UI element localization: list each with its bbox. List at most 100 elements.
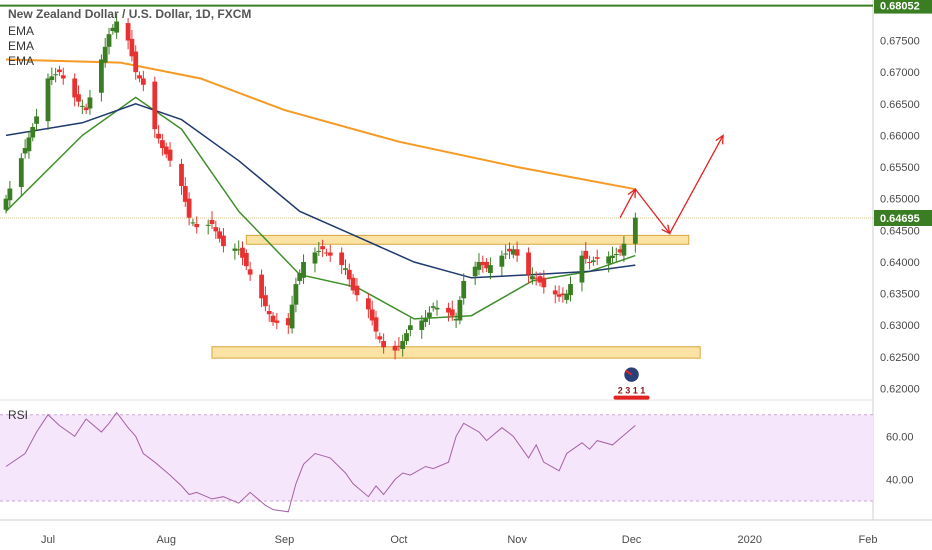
price-tick-label: 0.63000 [880, 320, 920, 332]
ema-label-3: EMA [8, 54, 35, 68]
time-tick-label: Aug [156, 534, 176, 546]
candle-body [453, 318, 459, 321]
candle [552, 285, 558, 304]
candle [3, 194, 9, 214]
candle [339, 247, 345, 274]
candle [221, 228, 226, 253]
candle [125, 18, 131, 50]
candle-body [213, 227, 219, 232]
candle [461, 273, 467, 305]
ema-line-2 [5, 103, 636, 279]
candle [579, 250, 585, 292]
candle-body [590, 260, 596, 262]
candle [22, 139, 28, 159]
candle-body [541, 277, 547, 288]
candle [507, 242, 512, 260]
candle-body [160, 140, 165, 149]
candle [537, 272, 543, 287]
candle [285, 313, 291, 335]
candle [560, 287, 566, 303]
candle-body [221, 235, 226, 247]
candle-body [76, 94, 81, 102]
candle [194, 216, 200, 234]
candle-body [457, 299, 463, 321]
candle [289, 295, 295, 334]
candle-body [3, 198, 9, 210]
candle [430, 302, 436, 312]
candle [259, 269, 264, 308]
candle [590, 256, 596, 266]
candle-body [514, 249, 520, 256]
chart-title: New Zealand Dollar / U.S. Dollar, 1D, FX… [8, 7, 252, 21]
candle [236, 240, 242, 256]
candle-body [26, 137, 32, 152]
candle-body [373, 317, 379, 332]
candle [476, 253, 482, 275]
candle-body [365, 298, 371, 310]
candle-body [568, 284, 573, 296]
candle [396, 336, 402, 351]
candle [152, 76, 158, 138]
candle [129, 30, 135, 62]
candle-body [472, 266, 478, 277]
candle-body [205, 224, 211, 226]
candle [594, 249, 600, 266]
candle [114, 13, 120, 39]
flag-cross [624, 369, 633, 376]
candle-body [560, 293, 566, 296]
candle-body [377, 336, 383, 340]
candle [34, 108, 39, 131]
price-tick-label: 0.67000 [880, 67, 920, 79]
candle [514, 241, 520, 262]
candle [160, 133, 165, 156]
candle-body [350, 277, 356, 291]
candle [621, 236, 627, 262]
candle [499, 250, 505, 276]
candle-body [60, 75, 66, 79]
candle [102, 37, 108, 68]
candle [327, 244, 333, 262]
candle [488, 257, 493, 280]
price-tick-label: 0.67500 [880, 35, 920, 47]
zone-1 [245, 234, 690, 245]
candle [45, 73, 51, 131]
time-tick-label: Jul [41, 534, 55, 546]
candle [30, 123, 36, 142]
candle-body [53, 74, 59, 76]
candle-body [449, 309, 455, 316]
candle-body [381, 341, 387, 348]
ema-label-1: EMA [8, 24, 35, 38]
candle-body [312, 252, 318, 264]
projection-lead [619, 188, 636, 218]
candle-body [262, 295, 268, 307]
candle-body [270, 315, 276, 323]
price-tick-label: 0.63500 [880, 289, 920, 301]
price-tick-label: 0.66500 [880, 99, 920, 111]
candle-body [434, 307, 440, 310]
candle [262, 286, 268, 312]
candle [316, 242, 322, 256]
candle [57, 65, 62, 76]
candle-body [392, 345, 398, 351]
candle [583, 242, 589, 264]
candle [377, 332, 383, 344]
candle-body [190, 222, 196, 224]
candle-body [18, 158, 24, 187]
projection-path [634, 135, 724, 235]
candle [556, 285, 562, 302]
candle [133, 45, 139, 80]
candle [266, 304, 272, 322]
candle [446, 302, 451, 322]
candle [354, 278, 360, 302]
candle [503, 244, 509, 260]
candle [205, 219, 211, 235]
candle-body [167, 149, 173, 161]
candle [404, 329, 409, 345]
candle-body [156, 133, 162, 139]
candle [179, 158, 184, 195]
candle [419, 315, 425, 339]
candle-body [476, 261, 482, 270]
last-price-label: 0.64695 [880, 213, 920, 225]
